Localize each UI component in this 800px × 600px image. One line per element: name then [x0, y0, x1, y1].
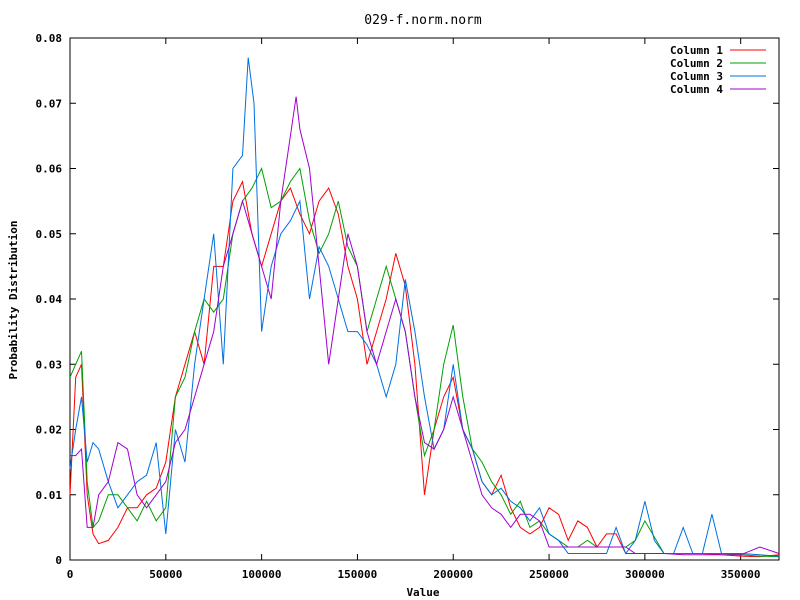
legend-label: Column 1: [670, 44, 723, 57]
x-tick-label: 300000: [625, 568, 665, 581]
y-tick-label: 0.03: [36, 358, 63, 371]
y-axis-label: Probability Distribution: [7, 221, 20, 380]
series-line-1: [69, 180, 780, 558]
legend-label: Column 2: [670, 57, 723, 70]
chart-title: 029-f.norm.norm: [364, 13, 482, 28]
y-tick-label: 0.07: [36, 97, 63, 110]
y-tick-label: 0.08: [36, 32, 63, 45]
series-line-3: [69, 57, 780, 557]
axes: 0 50000 100000 150000 200000 250000 300000 3500…: [36, 32, 780, 581]
legend-label: Column 3: [670, 70, 723, 83]
series-line-2: [69, 167, 780, 558]
y-tick-label: 0.01: [36, 489, 63, 502]
x-tick-label: 50000: [149, 568, 182, 581]
y-tick-label: 0.05: [36, 228, 63, 241]
x-tick-label: 350000: [721, 568, 761, 581]
plot-lines: [69, 57, 780, 558]
y-tick-label: 0: [55, 554, 62, 567]
x-tick-label: 250000: [529, 568, 569, 581]
y-tick-label: 0.04: [36, 293, 63, 306]
x-axis-label: Value: [406, 586, 439, 599]
y-tick-label: 0.02: [36, 424, 63, 437]
legend-label: Column 4: [670, 83, 723, 96]
x-tick-label: 150000: [338, 568, 378, 581]
x-tick-label: 0: [67, 568, 74, 581]
x-tick-label: 100000: [242, 568, 282, 581]
series-line-4: [70, 96, 780, 556]
x-tick-label: 200000: [433, 568, 473, 581]
plot-frame: [69, 37, 780, 561]
y-tick-label: 0.06: [36, 163, 63, 176]
